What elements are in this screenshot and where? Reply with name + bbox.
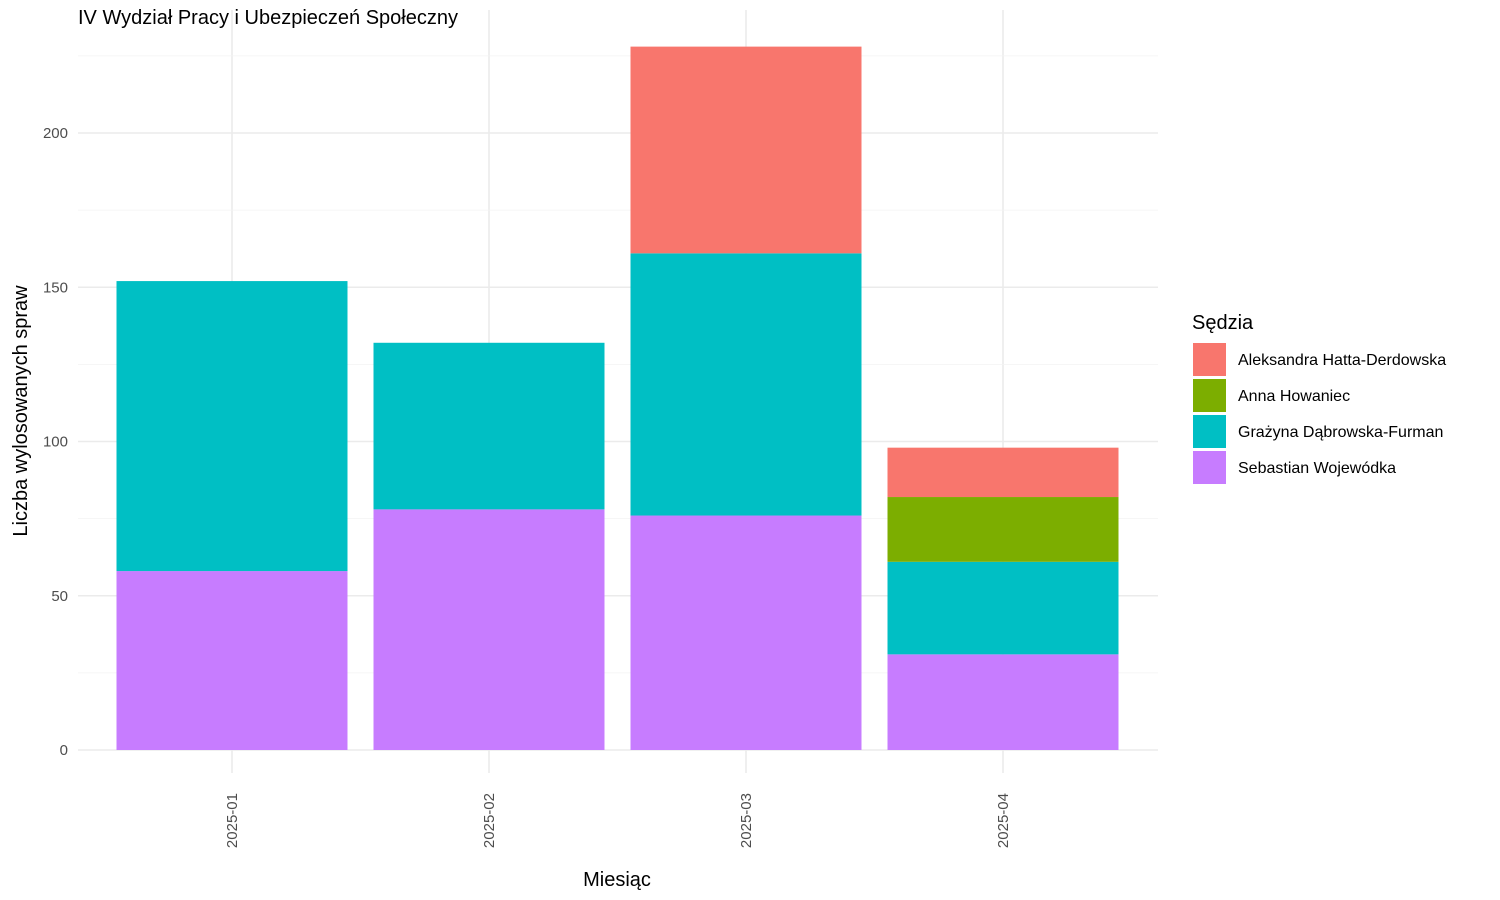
y-tick-label: 50 — [51, 588, 68, 605]
legend-item-label: Anna Howaniec — [1238, 388, 1350, 405]
bar-segment — [116, 571, 348, 750]
legend-swatch — [1193, 451, 1226, 484]
bar-segment — [887, 497, 1119, 562]
bar-segment — [373, 342, 605, 510]
legend: Sędzia Aleksandra Hatta-Derdowska Anna Ho… — [1192, 312, 1446, 484]
legend-item-label: Aleksandra Hatta-Derdowska — [1238, 352, 1446, 369]
bar-segment — [887, 561, 1119, 655]
y-tick-label: 200 — [43, 125, 68, 142]
bar-segment — [630, 515, 862, 750]
x-axis-label: Miesiąc — [583, 869, 651, 891]
bar-segment — [887, 654, 1119, 750]
legend-item-label: Grażyna Dąbrowska-Furman — [1238, 424, 1443, 441]
bar-segment — [887, 447, 1119, 498]
bar-segment — [116, 281, 348, 572]
bars-layer — [116, 46, 1119, 750]
legend-swatch — [1193, 379, 1226, 412]
x-tick-label: 2025-01 — [224, 793, 241, 848]
legend-item-label: Sebastian Wojewódka — [1238, 460, 1396, 477]
y-tick-label: 100 — [43, 434, 68, 451]
x-axis-ticks: 2025-01 2025-02 2025-03 2025-04 — [224, 793, 1012, 848]
bar-segment — [373, 509, 605, 750]
legend-swatch — [1193, 343, 1226, 376]
chart-title: IV Wydział Pracy i Ubezpieczeń Społeczny — [78, 7, 458, 29]
y-tick-label: 0 — [60, 742, 68, 759]
bar-segment — [630, 46, 862, 254]
legend-swatch — [1193, 415, 1226, 448]
legend-title: Sędzia — [1192, 312, 1254, 334]
y-axis-ticks: 0 50 100 150 200 — [43, 125, 68, 759]
x-tick-label: 2025-03 — [738, 793, 755, 848]
x-tick-label: 2025-02 — [481, 793, 498, 848]
bar-segment — [630, 253, 862, 516]
y-axis-label: Liczba wylosowanych spraw — [10, 285, 32, 537]
x-tick-label: 2025-04 — [995, 793, 1012, 848]
y-tick-label: 150 — [43, 279, 68, 296]
